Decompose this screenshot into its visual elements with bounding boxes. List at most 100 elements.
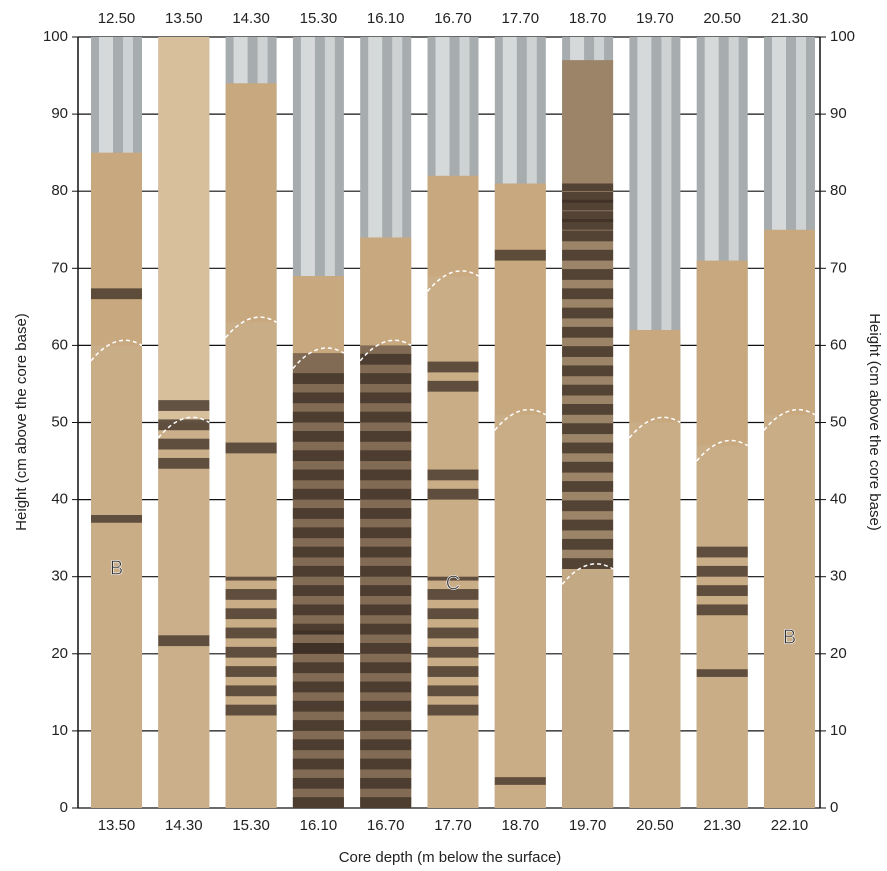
- core-annotation: C: [446, 573, 460, 595]
- dark-band: [428, 705, 479, 716]
- dark-band: [562, 385, 613, 396]
- dark-band: [226, 608, 277, 619]
- y-axis-label-right: Height (cm above the core base): [866, 313, 883, 531]
- dark-band: [360, 489, 411, 500]
- core-annotation: B: [783, 627, 796, 649]
- core-lower: [226, 322, 277, 808]
- dark-band: [360, 527, 411, 538]
- core-top-depth: 18.70: [569, 10, 607, 27]
- y-tick-label-right: 50: [830, 413, 847, 430]
- y-tick-label: 80: [51, 182, 68, 199]
- dark-band: [360, 759, 411, 770]
- dark-band: [562, 404, 613, 415]
- dark-band: [562, 558, 613, 569]
- y-tick-label-right: 0: [830, 799, 838, 816]
- dark-band: [158, 635, 209, 646]
- dark-band: [226, 647, 277, 658]
- dark-band: [697, 566, 748, 577]
- y-axis-label: Height (cm above the core base): [13, 313, 30, 531]
- y-tick-label: 40: [51, 491, 68, 508]
- dark-band: [360, 566, 411, 577]
- core-bottom-depth: 20.50: [636, 817, 674, 834]
- x-axis-label: Core depth (m below the surface): [339, 849, 562, 866]
- dark-band: [360, 373, 411, 384]
- dark-band: [562, 288, 613, 299]
- dark-band: [360, 643, 411, 654]
- y-tick-label-right: 40: [830, 491, 847, 508]
- core-figure: Height (cm above the core base) Height (…: [0, 0, 887, 871]
- dark-band: [360, 701, 411, 712]
- dark-band: [293, 450, 344, 461]
- dark-band: [158, 400, 209, 411]
- dark-band: [293, 527, 344, 538]
- dark-band: [293, 373, 344, 384]
- core-bottom-depth: 14.30: [165, 817, 203, 834]
- core-top-depth: 21.30: [771, 10, 809, 27]
- dark-band: [562, 423, 613, 434]
- dark-band: [428, 666, 479, 677]
- dark-band: [360, 778, 411, 789]
- dark-band: [360, 392, 411, 403]
- y-tick-label-right: 20: [830, 645, 847, 662]
- core-lower: [158, 423, 209, 809]
- dark-band: [91, 288, 142, 299]
- core-top-depth: 17.70: [502, 10, 540, 27]
- core-top-depth: 13.50: [165, 10, 203, 27]
- core-bottom-depth: 16.10: [300, 817, 338, 834]
- dark-band: [158, 458, 209, 469]
- core-annotation: B: [110, 557, 123, 579]
- dark-band: [293, 797, 344, 808]
- dark-band: [293, 392, 344, 403]
- y-tick-label-right: 100: [830, 28, 855, 45]
- dark-band: [562, 520, 613, 531]
- y-tick-label: 70: [51, 259, 68, 276]
- dark-band: [293, 631, 344, 635]
- dark-band: [428, 685, 479, 696]
- dark-band: [562, 365, 613, 376]
- dark-band: [428, 608, 479, 619]
- core-top-depth: 16.70: [434, 10, 472, 27]
- dark-band: [226, 589, 277, 600]
- dark-band: [697, 585, 748, 596]
- dark-band: [360, 354, 411, 365]
- core-top-depth: 12.50: [98, 10, 136, 27]
- y-tick-label-right: 30: [830, 568, 847, 585]
- y-tick-label: 50: [51, 413, 68, 430]
- y-tick-label: 60: [51, 336, 68, 353]
- dark-band: [360, 585, 411, 596]
- core-lower: [495, 415, 546, 808]
- dark-band: [562, 539, 613, 550]
- dark-band: [428, 362, 479, 373]
- y-tick-label: 20: [51, 645, 68, 662]
- core-top-depth: 20.50: [703, 10, 741, 27]
- dark-band: [360, 797, 411, 808]
- dark-band: [360, 739, 411, 750]
- core-top-depth: 15.30: [300, 10, 338, 27]
- dark-band: [428, 381, 479, 392]
- dark-band: [562, 183, 613, 191]
- core-bottom-depth: 21.30: [703, 817, 741, 834]
- dark-band: [360, 682, 411, 693]
- dark-band: [360, 547, 411, 558]
- dark-band: [360, 624, 411, 635]
- core-bottom-depth: 19.70: [569, 817, 607, 834]
- dark-band: [562, 308, 613, 319]
- dark-band: [360, 662, 411, 673]
- dark-band: [562, 443, 613, 454]
- dark-band: [495, 250, 546, 261]
- dark-band: [293, 759, 344, 770]
- dark-band: [562, 269, 613, 280]
- dark-band: [293, 720, 344, 731]
- y-tick-label: 90: [51, 105, 68, 122]
- dark-band: [360, 412, 411, 423]
- dark-band: [226, 577, 277, 581]
- dark-band: [360, 604, 411, 615]
- dark-band: [226, 443, 277, 454]
- dark-band: [562, 250, 613, 261]
- dark-band: [293, 508, 344, 519]
- dark-band: [562, 192, 613, 203]
- y-tick-label: 0: [60, 799, 68, 816]
- dark-band: [562, 346, 613, 357]
- core-bottom-depth: 17.70: [434, 817, 472, 834]
- dark-band: [562, 211, 613, 222]
